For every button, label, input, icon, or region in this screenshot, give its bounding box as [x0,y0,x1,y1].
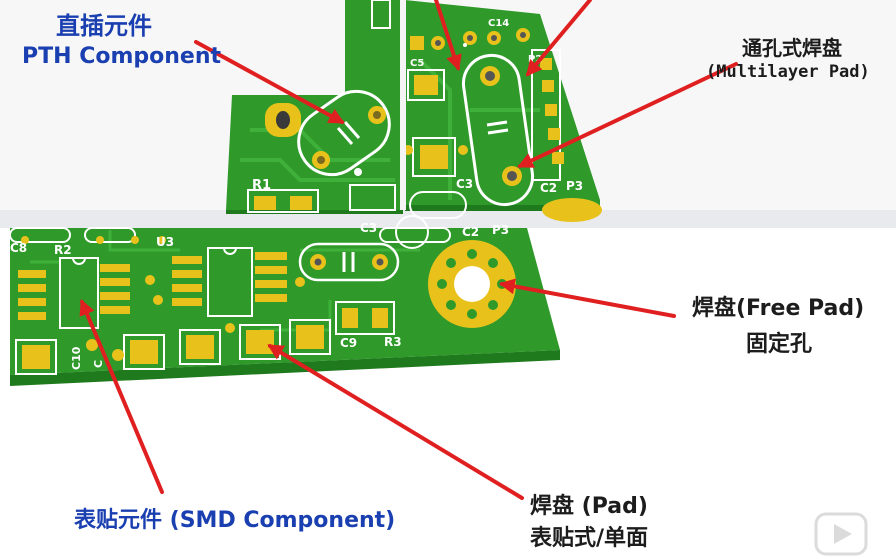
pcb-bottom [9,215,560,386]
silk-top-c5: C5 [410,58,424,69]
silk-bot-c9: C9 [340,336,357,350]
silk-top-p3: P3 [566,179,583,193]
play-logo-icon [814,512,868,556]
label-pad-line2: 表贴式/单面 [530,526,649,551]
silk-bot-c: C [92,360,105,368]
arrow-smd [79,299,164,494]
annotation-arrows [79,0,738,500]
label-smd-component: 表贴元件 (SMD Component) [74,508,396,533]
silk-bot-c3: C3 [360,221,377,235]
arrow-multilayer [517,62,738,168]
arrow-freepad [498,278,676,318]
label-multilayer-cn: 通孔式焊盘 [742,36,842,60]
label-freepad-line1: 焊盘(Free Pad) [692,296,865,321]
silk-top-c2: C2 [540,181,557,195]
silk-top-c3: C3 [456,177,473,191]
arrow-pad [267,344,524,500]
label-pth-cn: 直插元件 [56,12,152,40]
silk-bot-c2: C2 [462,225,479,239]
label-pth-en: PTH Component [22,44,222,69]
arrow-top-1 [434,0,462,72]
label-pad-line1: 焊盘 (Pad) [530,494,648,519]
silk-bot-r3: R3 [384,335,402,349]
label-multilayer-en: (Multilayer Pad) [706,62,870,82]
silk-top-r1: R1 [252,178,271,193]
silk-bot-r2: R2 [54,243,72,257]
arrow-top-2 [525,0,592,77]
silk-bot-p3: P3 [492,223,509,237]
arrow-pth [194,40,345,124]
silk-bot-c8: C8 [10,241,27,255]
silk-bot-c10: C10 [70,346,83,370]
silk-bot-u3: U3 [156,235,174,249]
label-freepad-line2: 固定孔 [746,332,813,357]
silk-top-c14: C14 [488,18,509,29]
